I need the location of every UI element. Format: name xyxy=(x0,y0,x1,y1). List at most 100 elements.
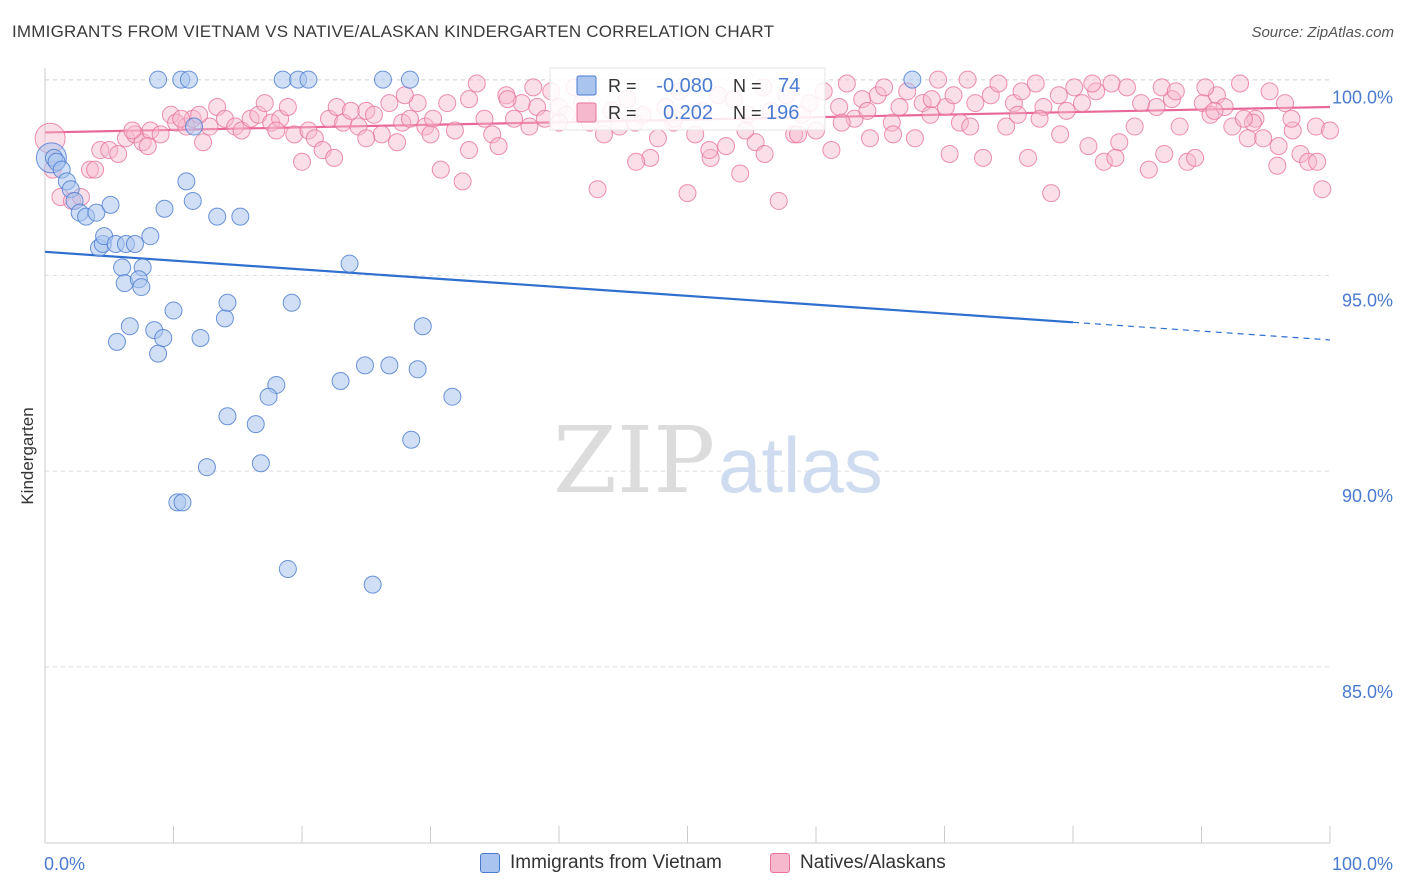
point-natives xyxy=(380,94,399,113)
point-natives xyxy=(1155,144,1174,163)
point-natives xyxy=(822,141,841,160)
point-natives xyxy=(438,94,457,113)
point-natives xyxy=(1012,82,1031,101)
point-natives xyxy=(325,148,344,167)
point-natives xyxy=(950,113,969,132)
point-natives xyxy=(1079,137,1098,156)
point-vietnam xyxy=(87,203,106,222)
point-vietnam xyxy=(340,254,359,273)
point-natives xyxy=(1205,101,1224,120)
point-natives xyxy=(961,117,980,136)
point-vietnam xyxy=(208,207,227,226)
point-vietnam xyxy=(120,317,139,336)
point-natives xyxy=(1170,117,1189,136)
point-natives xyxy=(1106,148,1125,167)
point-vietnam xyxy=(363,575,382,594)
point-natives xyxy=(921,105,940,124)
point-natives xyxy=(700,141,719,160)
source-credit: Source: ZipAtlas.com xyxy=(1251,24,1394,41)
point-natives xyxy=(627,152,646,171)
point-natives xyxy=(1049,86,1068,105)
y-axis-title: Kindergarten xyxy=(18,407,37,504)
point-natives xyxy=(830,97,849,116)
point-natives xyxy=(929,70,948,89)
point-vietnam xyxy=(215,309,234,328)
point-natives xyxy=(1034,97,1053,116)
point-natives xyxy=(151,125,170,144)
point-natives xyxy=(1152,78,1171,97)
point-natives xyxy=(364,105,383,124)
point-natives xyxy=(489,137,508,156)
point-vietnam xyxy=(402,430,421,449)
legend-swatch-pink xyxy=(576,102,597,123)
point-natives xyxy=(1147,97,1166,116)
point-natives xyxy=(1057,101,1076,120)
point-natives xyxy=(1065,78,1084,97)
point-vietnam xyxy=(177,172,196,191)
point-natives xyxy=(648,129,667,148)
point-natives xyxy=(357,129,376,148)
point-natives xyxy=(1260,82,1279,101)
point-vietnam xyxy=(246,415,265,434)
point-natives xyxy=(1019,148,1038,167)
point-vietnam xyxy=(218,407,237,426)
point-natives xyxy=(1139,160,1158,179)
point-natives xyxy=(890,97,909,116)
point-natives xyxy=(1072,94,1091,113)
point-natives xyxy=(475,109,494,128)
point-natives xyxy=(1196,78,1215,97)
point-vietnam xyxy=(331,372,350,391)
legend-swatch-natives xyxy=(770,853,790,873)
grid-lines xyxy=(45,79,1330,668)
point-vietnam xyxy=(149,344,168,363)
point-vietnam xyxy=(373,70,392,89)
point-natives xyxy=(341,101,360,120)
point-vietnam xyxy=(197,458,216,477)
watermark: ZIP atlas xyxy=(553,407,883,514)
legend-r-label-1: R = xyxy=(608,76,637,96)
point-vietnam xyxy=(282,293,301,312)
point-natives xyxy=(123,121,142,140)
legend-n-value-2: 196 xyxy=(766,102,799,124)
point-natives xyxy=(1282,109,1301,128)
point-natives xyxy=(524,78,543,97)
point-natives xyxy=(944,86,963,105)
point-natives xyxy=(940,144,959,163)
point-natives xyxy=(372,125,391,144)
point-vietnam xyxy=(101,195,120,214)
y-tick-label: 90.0% xyxy=(1342,486,1393,506)
point-natives xyxy=(505,109,524,128)
point-natives xyxy=(445,121,464,140)
legend-top: R = -0.080 N = 74 R = 0.202 N = 196 xyxy=(549,67,826,131)
x-tick-label: 100.0% xyxy=(1332,854,1393,874)
point-natives xyxy=(1166,82,1185,101)
point-vietnam xyxy=(408,360,427,379)
point-natives xyxy=(395,86,414,105)
legend-n-value-1: 74 xyxy=(778,75,800,97)
point-vietnam xyxy=(125,235,144,254)
point-natives xyxy=(80,160,99,179)
legend-n-label-1: N = xyxy=(733,76,762,96)
point-natives xyxy=(989,74,1008,93)
point-natives xyxy=(483,125,502,144)
point-natives xyxy=(731,164,750,183)
point-natives xyxy=(1291,144,1310,163)
point-vietnam xyxy=(185,117,204,136)
point-natives xyxy=(141,121,160,140)
point-natives xyxy=(1243,113,1262,132)
point-natives xyxy=(498,90,517,109)
legend-bottom: Immigrants from Vietnam Natives/Alaskans xyxy=(0,852,1406,878)
point-vietnam xyxy=(132,278,151,297)
point-natives xyxy=(1231,74,1250,93)
point-natives xyxy=(837,74,856,93)
point-vietnam xyxy=(259,387,278,406)
point-natives xyxy=(255,94,274,113)
point-vietnam xyxy=(355,356,374,375)
point-vietnam xyxy=(299,70,318,89)
legend-swatch-vietnam xyxy=(480,853,500,873)
point-natives xyxy=(1306,117,1325,136)
point-natives xyxy=(512,94,531,113)
point-vietnam xyxy=(278,559,297,578)
watermark-atlas: atlas xyxy=(718,421,883,509)
